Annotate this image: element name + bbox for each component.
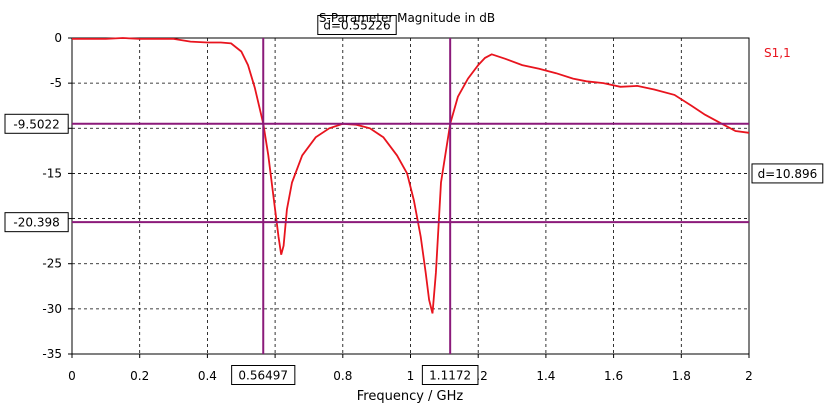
x-tick-label: 0.2 <box>130 369 149 383</box>
delta-y-readout-box <box>751 163 824 184</box>
chart-title: S-Parameter Magnitude in dB <box>319 11 495 25</box>
x-tick-label: 2 <box>745 369 753 383</box>
y-tick-label: -30 <box>42 302 62 316</box>
vertical-marker-value: 1.1172 <box>429 369 471 383</box>
x-tick-label: 1.6 <box>604 369 623 383</box>
x-axis-label: Frequency / GHz <box>357 389 464 404</box>
delta-x-readout-box <box>317 15 397 35</box>
x-tick-label: 1.4 <box>536 369 555 383</box>
marker-lines <box>72 38 749 354</box>
y-tick-label: -5 <box>50 76 62 90</box>
vertical-marker-value-box <box>421 365 479 385</box>
marker-labels: -9.5022 -20.398 0.56497 1.1172 d=0.55226 d=10… <box>4 15 824 385</box>
y-tick-label: -15 <box>42 166 62 180</box>
x-tick-label: 1 <box>407 369 415 383</box>
vertical-marker-value: 0.56497 <box>238 369 288 383</box>
x-tick-label: 1.8 <box>672 369 691 383</box>
legend-entry-s11: S1,1 <box>764 46 791 60</box>
x-tick-label: 0 <box>68 369 76 383</box>
y-axis-ticks: 0-5-10-15-20-25-30-35 <box>42 31 72 361</box>
y-tick-label: 0 <box>54 31 62 45</box>
s11-series-line <box>72 37 750 314</box>
grid <box>72 38 749 354</box>
delta-x-readout: d=0.55226 <box>323 19 390 33</box>
y-tick-label: -25 <box>42 257 62 271</box>
vertical-marker-value-box <box>231 365 296 385</box>
x-tick-label: 0.4 <box>198 369 217 383</box>
horizontal-marker-value: -9.5022 <box>13 117 59 131</box>
x-axis-ticks: 00.20.40.60.811.21.41.61.82 <box>68 354 753 383</box>
horizontal-marker-value-box <box>4 212 69 233</box>
horizontal-marker-value: -20.398 <box>13 216 59 230</box>
horizontal-marker-value-box <box>4 113 69 134</box>
x-tick-label: 0.8 <box>333 369 352 383</box>
y-tick-label: -35 <box>42 347 62 361</box>
delta-y-readout: d=10.896 <box>758 167 818 181</box>
